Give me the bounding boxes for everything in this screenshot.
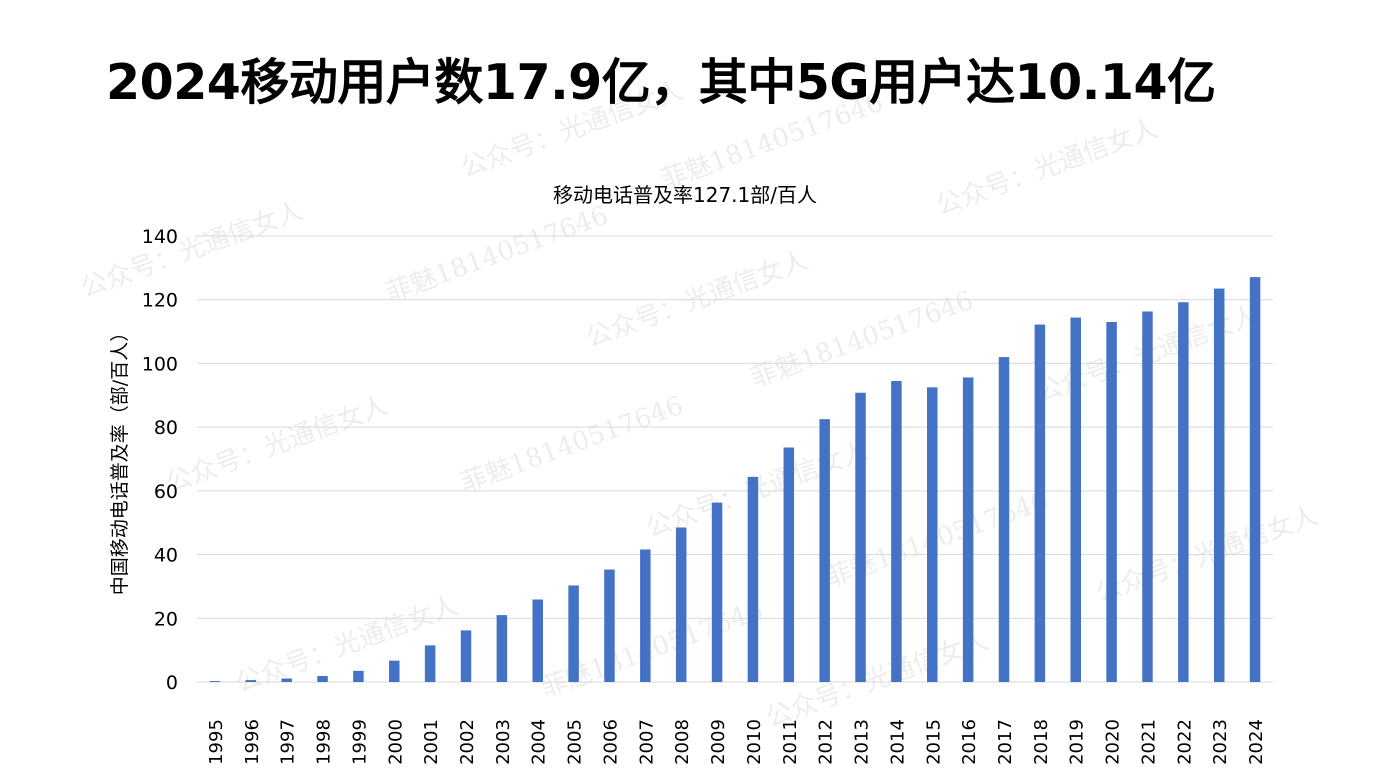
x-tick-label: 1998 (314, 719, 335, 765)
y-tick-label: 80 (154, 417, 178, 439)
bar-2023 (1213, 288, 1225, 682)
bar-2004 (532, 599, 543, 682)
y-tick-label: 60 (154, 481, 178, 503)
x-tick-label: 2020 (1103, 719, 1124, 765)
bar-2000 (389, 660, 400, 682)
x-tick-label: 2024 (1246, 719, 1267, 765)
y-tick-label: 20 (154, 608, 178, 630)
x-tick-label: 2012 (816, 719, 837, 765)
bar-2006 (604, 569, 615, 682)
x-tick-label: 1997 (278, 719, 299, 765)
bar-1997 (281, 678, 292, 682)
bar-2005 (568, 585, 579, 682)
grid-lines (197, 235, 1273, 683)
bar-2020 (1106, 322, 1117, 682)
bar-1999 (353, 670, 364, 682)
y-tick-label: 140 (142, 226, 178, 248)
x-tick-label: 2008 (672, 719, 693, 765)
x-tick-label: 2013 (852, 719, 873, 765)
bar-1995 (209, 681, 221, 682)
bar-1996 (245, 680, 257, 682)
x-tick-label: 2014 (887, 719, 908, 765)
x-tick-label: 2009 (708, 719, 729, 765)
x-tick-label: 2006 (600, 719, 621, 765)
bar-2016 (962, 377, 974, 682)
y-tick-label: 40 (154, 545, 178, 567)
bar-2003 (496, 615, 508, 682)
bar-2011 (783, 447, 795, 682)
bar-2001 (424, 645, 436, 682)
bar-2018 (1034, 324, 1046, 682)
bars (209, 277, 1261, 682)
bar-2002 (460, 630, 472, 682)
x-tick-label: 2004 (529, 719, 550, 765)
x-tick-label: 2000 (385, 719, 406, 765)
x-tick-label: 2019 (1067, 719, 1088, 765)
bar-2009 (711, 502, 723, 682)
x-tick-label: 2003 (493, 719, 514, 765)
x-tick-label: 2005 (565, 719, 586, 765)
y-tick-label: 120 (142, 290, 178, 312)
bar-2024 (1249, 277, 1261, 682)
bar-2012 (819, 419, 830, 682)
x-tick-label: 2023 (1210, 719, 1231, 765)
bar-2013 (855, 392, 866, 682)
x-tick-label: 2001 (421, 719, 442, 765)
bar-2021 (1142, 311, 1153, 682)
bar-1998 (317, 675, 328, 682)
bar-2007 (640, 549, 651, 682)
y-axis-label: 中国移动电话普及率（部/百人） (109, 323, 131, 595)
y-tick-label: 0 (166, 672, 178, 694)
bar-2015 (927, 387, 938, 682)
bar-2010 (747, 476, 759, 682)
x-axis-ticks: 1995 1996 1997 1998 1999 2000 2001 2002 2003 2004… (206, 719, 1267, 765)
x-tick-label: 2010 (744, 719, 765, 765)
x-tick-label: 2002 (457, 719, 478, 765)
bar-2014 (891, 380, 902, 682)
x-tick-label: 1999 (349, 719, 370, 765)
x-tick-label: 2015 (923, 719, 944, 765)
x-tick-label: 2018 (1031, 719, 1052, 765)
x-tick-label: 2017 (995, 719, 1016, 765)
x-tick-label: 2022 (1174, 719, 1195, 765)
x-tick-label: 1996 (242, 719, 263, 765)
x-tick-label: 2021 (1138, 719, 1159, 765)
bar-2019 (1070, 317, 1081, 682)
x-tick-label: 2016 (959, 719, 980, 765)
y-axis-ticks: 0 20 40 60 80 100 120 140 (142, 226, 178, 694)
x-tick-label: 2007 (636, 719, 657, 765)
bar-2022 (1178, 302, 1189, 682)
bar-2008 (675, 527, 687, 682)
bar-2017 (998, 357, 1010, 682)
page-title: 2024移动用户数17.9亿，其中5G用户达10.14亿 (106, 54, 1216, 111)
y-tick-label: 100 (142, 353, 178, 375)
chart-title: 移动电话普及率127.1部/百人 (553, 183, 817, 207)
x-tick-label: 2011 (780, 719, 801, 765)
x-tick-label: 1995 (206, 719, 227, 765)
